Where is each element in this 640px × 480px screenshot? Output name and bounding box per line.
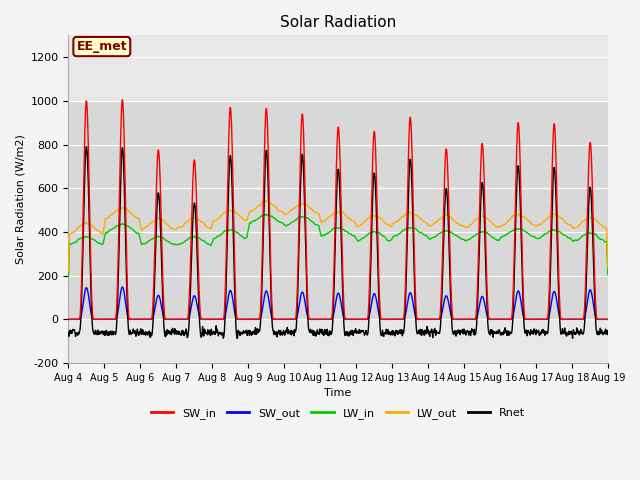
LW_out — [65, 268, 72, 274]
Rnet — [493, 329, 500, 335]
Line: SW_out: SW_out — [68, 287, 608, 319]
LW_in — [493, 237, 500, 243]
Rnet — [172, 331, 179, 336]
SW_in — [185, 306, 193, 312]
LW_in — [245, 224, 253, 230]
SW_out — [245, 316, 253, 322]
SW_in — [422, 316, 430, 322]
LW_out — [260, 198, 268, 204]
SW_in — [540, 316, 548, 322]
SW_in — [65, 316, 72, 322]
Line: LW_out: LW_out — [68, 201, 608, 271]
Title: Solar Radiation: Solar Radiation — [280, 15, 396, 30]
SW_out — [172, 316, 179, 322]
LW_in — [540, 232, 548, 238]
Rnet — [604, 331, 612, 337]
Line: LW_in: LW_in — [68, 215, 608, 276]
Text: EE_met: EE_met — [77, 40, 127, 53]
LW_in — [184, 236, 192, 242]
SW_in — [245, 316, 253, 322]
LW_in — [263, 212, 271, 217]
LW_in — [65, 273, 72, 279]
X-axis label: Time: Time — [324, 388, 352, 398]
SW_out — [118, 284, 126, 290]
LW_in — [172, 241, 179, 247]
SW_out — [422, 316, 430, 322]
LW_out — [493, 224, 500, 229]
Bar — [68, 101, 608, 319]
SW_out — [65, 316, 72, 322]
Legend: SW_in, SW_out, LW_in, LW_out, Rnet: SW_in, SW_out, LW_in, LW_out, Rnet — [147, 403, 530, 423]
Rnet — [83, 144, 90, 149]
LW_out — [604, 265, 612, 271]
Rnet — [234, 336, 241, 341]
LW_out — [540, 218, 548, 224]
LW_out — [422, 220, 430, 226]
SW_out — [493, 316, 500, 322]
SW_in — [172, 316, 179, 322]
Rnet — [246, 333, 253, 338]
LW_out — [245, 212, 253, 217]
Line: Rnet: Rnet — [68, 146, 608, 338]
SW_in — [118, 97, 126, 103]
Rnet — [541, 328, 548, 334]
Rnet — [65, 331, 72, 336]
Line: SW_in: SW_in — [68, 100, 608, 319]
Rnet — [422, 331, 430, 336]
SW_out — [185, 315, 193, 321]
Y-axis label: Solar Radiation (W/m2): Solar Radiation (W/m2) — [15, 134, 25, 264]
LW_in — [422, 233, 430, 239]
SW_in — [604, 316, 612, 322]
Rnet — [185, 326, 193, 332]
LW_out — [184, 218, 192, 224]
SW_in — [493, 316, 500, 322]
LW_out — [172, 227, 179, 232]
SW_out — [604, 316, 612, 322]
SW_out — [540, 316, 548, 322]
LW_in — [604, 272, 612, 277]
